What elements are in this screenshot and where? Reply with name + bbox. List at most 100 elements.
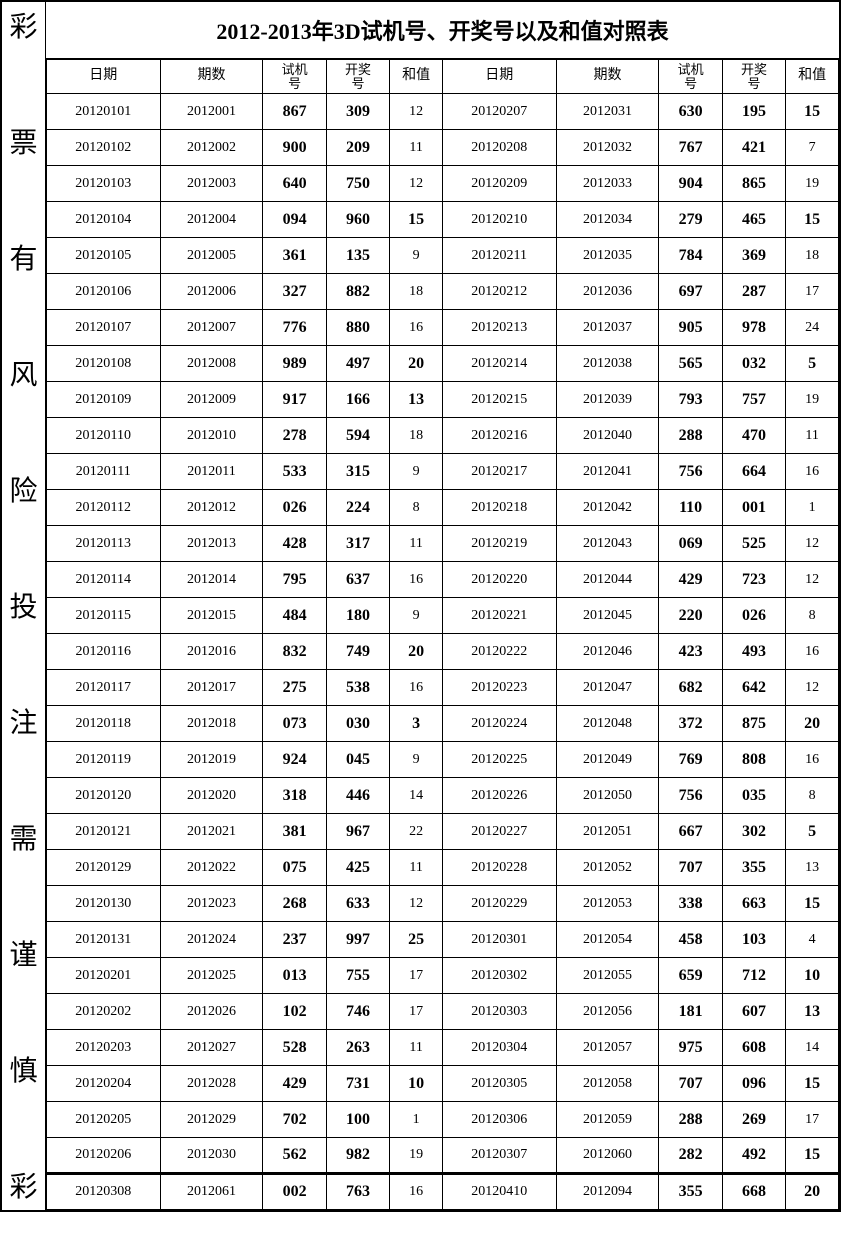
table-row: 2012011320120134283171120120219201204306…	[47, 526, 839, 562]
table-cell: 13	[786, 994, 839, 1030]
table-cell: 20120228	[442, 850, 556, 886]
table-cell: 20120207	[442, 94, 556, 130]
table-cell: 16	[390, 562, 443, 598]
table-cell: 20120119	[47, 742, 161, 778]
table-row: 2012013120120242379972520120301201205445…	[47, 922, 839, 958]
table-cell: 12	[786, 562, 839, 598]
table-cell: 12	[390, 886, 443, 922]
table-cell: 195	[722, 94, 785, 130]
table-cell: 2012050	[556, 778, 659, 814]
table-cell: 2012031	[556, 94, 659, 130]
table-cell: 924	[263, 742, 326, 778]
table-cell: 712	[722, 958, 785, 994]
table-cell: 2012042	[556, 490, 659, 526]
table-cell: 13	[390, 382, 443, 418]
table-row: 2012020220120261027461720120303201205618…	[47, 994, 839, 1030]
table-cell: 20120209	[442, 166, 556, 202]
table-cell: 19	[390, 1138, 443, 1174]
sidebar-char: 风	[9, 362, 37, 390]
table-cell: 978	[722, 310, 785, 346]
table-cell: 608	[722, 1030, 785, 1066]
table-cell: 2012060	[556, 1138, 659, 1174]
table-cell: 865	[722, 166, 785, 202]
sidebar-char: 彩	[9, 1174, 37, 1202]
table-cell: 20120226	[442, 778, 556, 814]
table-cell: 982	[326, 1138, 389, 1174]
column-header: 开奖号	[326, 60, 389, 94]
table-row: 2012011720120172755381620120223201204768…	[47, 670, 839, 706]
table-row: 2012020120120250137551720120302201205565…	[47, 958, 839, 994]
table-row: 2012010520120053611359201202112012035784…	[47, 238, 839, 274]
table-cell: 2012038	[556, 346, 659, 382]
table-cell: 075	[263, 850, 326, 886]
table-header: 日期期数试机号开奖号和值日期期数试机号开奖号和值	[47, 60, 839, 94]
table-cell: 18	[786, 238, 839, 274]
table-cell: 465	[722, 202, 785, 238]
table-cell: 20120219	[442, 526, 556, 562]
table-cell: 2012019	[160, 742, 263, 778]
table-cell: 750	[326, 166, 389, 202]
table-row: 2012010120120018673091220120207201203163…	[47, 94, 839, 130]
table-cell: 2012023	[160, 886, 263, 922]
table-cell: 5	[786, 346, 839, 382]
table-row: 2012012020120203184461420120226201205075…	[47, 778, 839, 814]
table-cell: 746	[326, 994, 389, 1030]
table-row: 2012011020120102785941820120216201204028…	[47, 418, 839, 454]
table-cell: 001	[722, 490, 785, 526]
table-row: 2012010320120036407501220120209201203390…	[47, 166, 839, 202]
table-cell: 642	[722, 670, 785, 706]
table-cell: 318	[263, 778, 326, 814]
table-cell: 749	[326, 634, 389, 670]
table-cell: 263	[326, 1030, 389, 1066]
table-cell: 960	[326, 202, 389, 238]
table-cell: 904	[659, 166, 722, 202]
table-cell: 20120213	[442, 310, 556, 346]
table-cell: 2012013	[160, 526, 263, 562]
table-cell: 20120129	[47, 850, 161, 886]
table-cell: 429	[659, 562, 722, 598]
table-cell: 035	[722, 778, 785, 814]
table-cell: 269	[722, 1102, 785, 1138]
table-cell: 2012039	[556, 382, 659, 418]
table-cell: 361	[263, 238, 326, 274]
table-cell: 12	[390, 166, 443, 202]
table-cell: 793	[659, 382, 722, 418]
table-cell: 756	[659, 778, 722, 814]
table-row: 2012010820120089894972020120214201203856…	[47, 346, 839, 382]
table-cell: 14	[390, 778, 443, 814]
sidebar-char: 慎	[9, 1058, 37, 1086]
table-row: 2012010920120099171661320120215201203979…	[47, 382, 839, 418]
table-cell: 355	[722, 850, 785, 886]
table-body-1: 2012010120120018673091220120207201203163…	[47, 94, 839, 1174]
table-cell: 2012056	[556, 994, 659, 1030]
table-cell: 2012037	[556, 310, 659, 346]
table-cell: 278	[263, 418, 326, 454]
table-cell: 565	[659, 346, 722, 382]
table-cell: 2012033	[556, 166, 659, 202]
table-cell: 288	[659, 1102, 722, 1138]
table-cell: 369	[722, 238, 785, 274]
table-cell: 633	[326, 886, 389, 922]
table-cell: 2012094	[556, 1174, 659, 1210]
table-cell: 20120305	[442, 1066, 556, 1102]
table-cell: 17	[786, 274, 839, 310]
table-cell: 20120224	[442, 706, 556, 742]
table-cell: 20120130	[47, 886, 161, 922]
table-row: 2012020420120284297311020120305201205870…	[47, 1066, 839, 1102]
page-container: 彩票有风险投注需谨慎彩 2012-2013年3D试机号、开奖号以及和值对照表 日…	[0, 0, 841, 1212]
table-cell: 338	[659, 886, 722, 922]
table-cell: 20	[390, 346, 443, 382]
table-cell: 5	[786, 814, 839, 850]
table-cell: 12	[786, 526, 839, 562]
table-cell: 917	[263, 382, 326, 418]
sidebar-char: 险	[9, 478, 37, 506]
table-cell: 20120106	[47, 274, 161, 310]
table-cell: 2012055	[556, 958, 659, 994]
table-cell: 2012046	[556, 634, 659, 670]
table-cell: 20	[786, 706, 839, 742]
table-cell: 327	[263, 274, 326, 310]
table-cell: 9	[390, 742, 443, 778]
table-cell: 20120205	[47, 1102, 161, 1138]
table-cell: 697	[659, 274, 722, 310]
table-cell: 470	[722, 418, 785, 454]
